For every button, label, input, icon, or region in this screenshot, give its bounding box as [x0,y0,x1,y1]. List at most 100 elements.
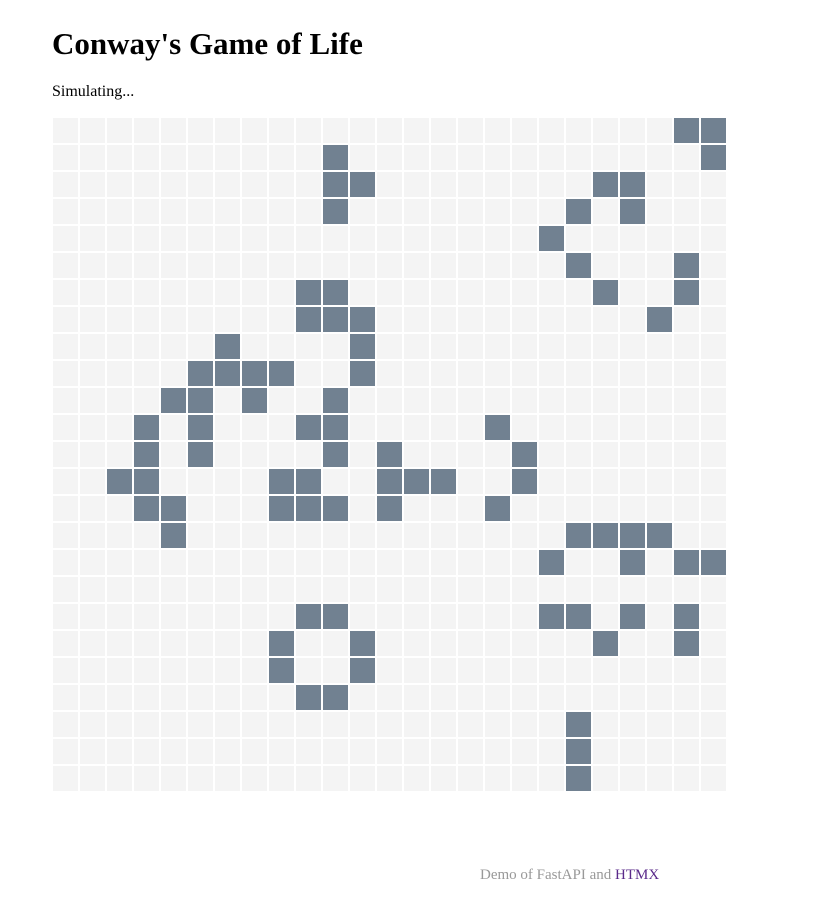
cell-dead[interactable] [53,334,78,359]
cell-dead[interactable] [269,388,294,413]
cell-dead[interactable] [674,334,699,359]
cell-dead[interactable] [620,577,645,602]
cell-dead[interactable] [620,307,645,332]
cell-dead[interactable] [269,226,294,251]
cell-dead[interactable] [350,766,375,791]
cell-dead[interactable] [431,145,456,170]
cell-dead[interactable] [404,226,429,251]
cell-dead[interactable] [404,118,429,143]
cell-alive[interactable] [674,118,699,143]
cell-dead[interactable] [539,685,564,710]
cell-dead[interactable] [188,469,213,494]
cell-dead[interactable] [107,145,132,170]
cell-alive[interactable] [350,307,375,332]
cell-dead[interactable] [701,577,726,602]
cell-dead[interactable] [458,496,483,521]
cell-dead[interactable] [53,604,78,629]
cell-dead[interactable] [350,496,375,521]
cell-dead[interactable] [404,415,429,440]
cell-dead[interactable] [107,577,132,602]
cell-dead[interactable] [269,280,294,305]
cell-dead[interactable] [215,172,240,197]
cell-dead[interactable] [674,361,699,386]
cell-dead[interactable] [539,658,564,683]
cell-dead[interactable] [539,361,564,386]
cell-dead[interactable] [350,685,375,710]
cell-dead[interactable] [458,415,483,440]
cell-dead[interactable] [566,361,591,386]
cell-alive[interactable] [350,361,375,386]
cell-dead[interactable] [512,631,537,656]
cell-dead[interactable] [566,307,591,332]
cell-dead[interactable] [458,658,483,683]
cell-dead[interactable] [431,388,456,413]
cell-dead[interactable] [539,496,564,521]
cell-dead[interactable] [53,766,78,791]
cell-dead[interactable] [296,145,321,170]
cell-dead[interactable] [53,199,78,224]
cell-dead[interactable] [215,577,240,602]
cell-dead[interactable] [53,118,78,143]
cell-dead[interactable] [566,577,591,602]
cell-dead[interactable] [431,280,456,305]
cell-dead[interactable] [107,361,132,386]
cell-dead[interactable] [566,388,591,413]
cell-dead[interactable] [566,442,591,467]
cell-dead[interactable] [701,739,726,764]
cell-dead[interactable] [566,469,591,494]
cell-dead[interactable] [485,307,510,332]
cell-dead[interactable] [566,550,591,575]
cell-dead[interactable] [242,523,267,548]
cell-dead[interactable] [377,334,402,359]
cell-dead[interactable] [350,226,375,251]
cell-dead[interactable] [269,550,294,575]
cell-dead[interactable] [701,523,726,548]
cell-dead[interactable] [107,172,132,197]
cell-alive[interactable] [674,631,699,656]
cell-dead[interactable] [350,523,375,548]
cell-dead[interactable] [107,685,132,710]
cell-dead[interactable] [269,334,294,359]
cell-dead[interactable] [188,604,213,629]
cell-dead[interactable] [80,550,105,575]
cell-dead[interactable] [404,631,429,656]
cell-dead[interactable] [107,118,132,143]
cell-alive[interactable] [701,118,726,143]
cell-dead[interactable] [620,496,645,521]
cell-dead[interactable] [377,685,402,710]
cell-dead[interactable] [161,334,186,359]
cell-dead[interactable] [242,307,267,332]
cell-dead[interactable] [593,199,618,224]
cell-dead[interactable] [107,712,132,737]
cell-alive[interactable] [161,496,186,521]
cell-dead[interactable] [674,523,699,548]
cell-dead[interactable] [647,739,672,764]
cell-dead[interactable] [512,145,537,170]
cell-dead[interactable] [431,415,456,440]
cell-dead[interactable] [161,712,186,737]
cell-alive[interactable] [215,361,240,386]
cell-dead[interactable] [161,739,186,764]
cell-dead[interactable] [404,739,429,764]
cell-dead[interactable] [53,631,78,656]
cell-dead[interactable] [512,361,537,386]
cell-dead[interactable] [485,739,510,764]
cell-dead[interactable] [404,280,429,305]
cell-dead[interactable] [485,280,510,305]
cell-dead[interactable] [242,631,267,656]
cell-dead[interactable] [215,388,240,413]
cell-dead[interactable] [215,766,240,791]
cell-dead[interactable] [296,199,321,224]
cell-dead[interactable] [620,118,645,143]
cell-dead[interactable] [107,658,132,683]
cell-dead[interactable] [593,469,618,494]
cell-dead[interactable] [296,631,321,656]
cell-dead[interactable] [620,334,645,359]
cell-dead[interactable] [80,496,105,521]
cell-dead[interactable] [620,280,645,305]
cell-dead[interactable] [215,199,240,224]
cell-dead[interactable] [701,172,726,197]
cell-dead[interactable] [107,604,132,629]
cell-dead[interactable] [620,766,645,791]
cell-alive[interactable] [674,253,699,278]
